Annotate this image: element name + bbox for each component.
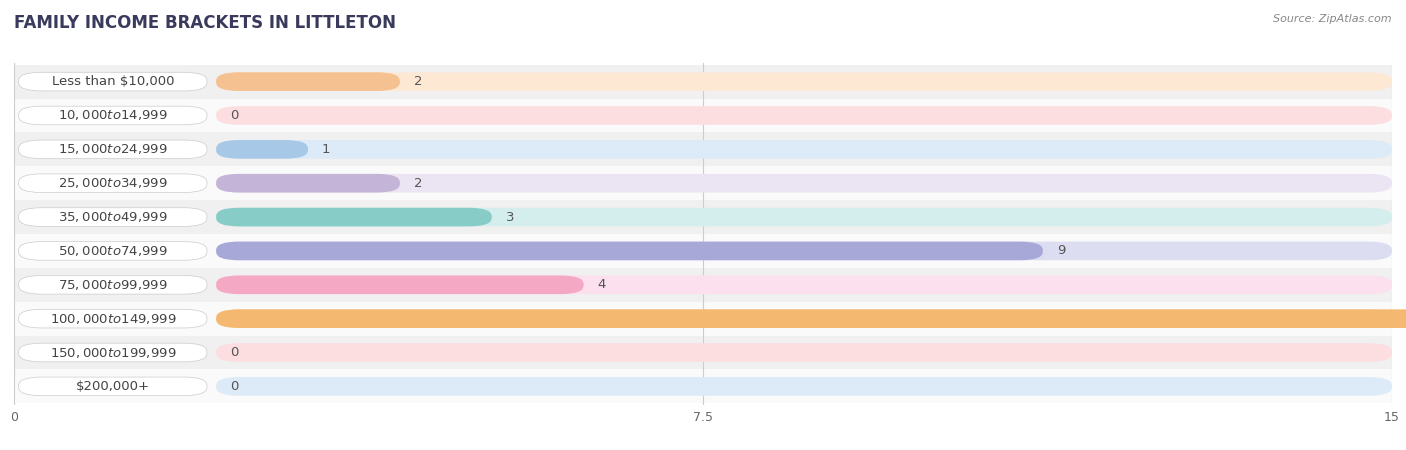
Text: 0: 0 [231,346,238,359]
FancyBboxPatch shape [217,242,1043,260]
FancyBboxPatch shape [18,242,207,260]
Text: Source: ZipAtlas.com: Source: ZipAtlas.com [1274,14,1392,23]
Bar [14,99,1392,132]
FancyBboxPatch shape [217,242,1392,260]
FancyBboxPatch shape [217,275,1392,294]
FancyBboxPatch shape [18,140,207,159]
FancyBboxPatch shape [217,208,492,226]
Text: 4: 4 [598,278,606,291]
Bar [14,369,1392,403]
FancyBboxPatch shape [217,343,1392,362]
Bar [14,65,1392,99]
FancyBboxPatch shape [217,377,1392,396]
FancyBboxPatch shape [217,72,399,91]
Text: 3: 3 [506,211,515,224]
Text: $10,000 to $14,999: $10,000 to $14,999 [58,108,167,122]
FancyBboxPatch shape [18,174,207,193]
FancyBboxPatch shape [217,140,308,159]
Text: $150,000 to $199,999: $150,000 to $199,999 [49,346,176,360]
FancyBboxPatch shape [18,106,207,125]
Bar [14,268,1392,302]
Text: 1: 1 [322,143,330,156]
FancyBboxPatch shape [18,309,207,328]
Bar [14,132,1392,166]
FancyBboxPatch shape [217,309,1392,328]
Text: $25,000 to $34,999: $25,000 to $34,999 [58,176,167,190]
Text: FAMILY INCOME BRACKETS IN LITTLETON: FAMILY INCOME BRACKETS IN LITTLETON [14,14,396,32]
FancyBboxPatch shape [18,275,207,294]
Bar [14,336,1392,369]
FancyBboxPatch shape [18,72,207,91]
Text: $100,000 to $149,999: $100,000 to $149,999 [49,312,176,326]
Bar [14,200,1392,234]
Text: 2: 2 [413,75,422,88]
Text: $15,000 to $24,999: $15,000 to $24,999 [58,142,167,156]
FancyBboxPatch shape [217,106,1392,125]
FancyBboxPatch shape [217,208,1392,226]
Text: Less than $10,000: Less than $10,000 [52,75,174,88]
FancyBboxPatch shape [217,309,1406,328]
FancyBboxPatch shape [217,140,1392,159]
FancyBboxPatch shape [217,174,1392,193]
Text: 9: 9 [1057,244,1064,257]
Bar [14,234,1392,268]
Bar [14,166,1392,200]
Text: 2: 2 [413,177,422,190]
Text: $75,000 to $99,999: $75,000 to $99,999 [58,278,167,292]
Text: $200,000+: $200,000+ [76,380,150,393]
FancyBboxPatch shape [217,275,583,294]
Bar [14,302,1392,336]
FancyBboxPatch shape [18,343,207,362]
FancyBboxPatch shape [217,72,1392,91]
FancyBboxPatch shape [18,208,207,226]
FancyBboxPatch shape [217,174,399,193]
Text: 0: 0 [231,109,238,122]
Text: $50,000 to $74,999: $50,000 to $74,999 [58,244,167,258]
Text: $35,000 to $49,999: $35,000 to $49,999 [58,210,167,224]
Text: 0: 0 [231,380,238,393]
FancyBboxPatch shape [18,377,207,396]
